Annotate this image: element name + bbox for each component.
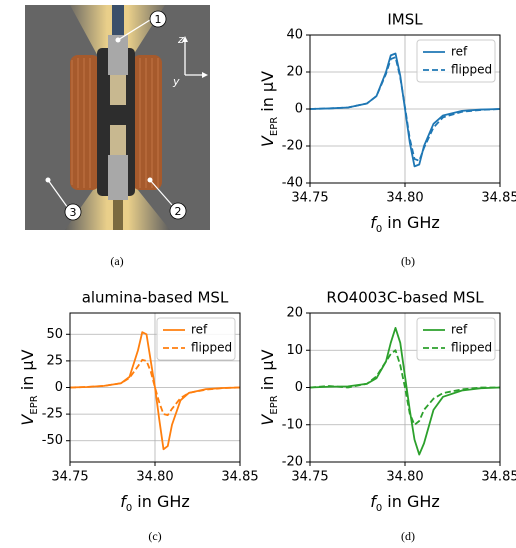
legend-label: flipped: [191, 341, 232, 355]
y-label-part: in µV: [258, 349, 277, 395]
y-tick-label: -10: [282, 417, 303, 432]
axis-label: y: [172, 75, 180, 88]
legend-label: ref: [191, 323, 208, 337]
y-label-part: V: [258, 135, 277, 147]
y-label-part: EPR: [269, 395, 280, 414]
x-label-part: f: [370, 213, 378, 232]
axes: RO4003C-based MSL -20 -10 0 10 20 34.75 34.80 34…: [258, 289, 516, 514]
y-tick-label: -20: [282, 455, 303, 470]
plot-frame: [69, 312, 241, 463]
y-label-part: in µV: [18, 349, 37, 395]
legend-box: [416, 39, 496, 83]
x-label-part: in GHz: [132, 492, 190, 511]
x-label-part: f: [370, 492, 378, 511]
y-tick-label: 20: [286, 306, 303, 321]
y-axis-label: VEPR in µV: [258, 71, 280, 147]
x-tick-label: 34.80: [386, 191, 423, 206]
x-tick-label: 34.85: [481, 470, 516, 485]
y-axis-label: VEPR in µV: [18, 349, 40, 425]
x-tick-label: 34.75: [291, 191, 328, 206]
legend-label: flipped: [451, 63, 492, 77]
y-tick-label: -25: [42, 407, 63, 422]
y-label-part: V: [258, 414, 277, 426]
x-axis-label: f0 in GHz: [370, 213, 440, 235]
x-axis-label: f0 in GHz: [370, 492, 440, 514]
x-label-part: in GHz: [382, 213, 440, 232]
caption: (d): [401, 529, 415, 543]
axis-label: z: [177, 33, 184, 46]
photo: z y 1 2 3: [25, 5, 210, 230]
y-tick-label: 10: [286, 343, 303, 358]
y-tick-label: 40: [286, 28, 303, 43]
x-tick-label: 34.85: [221, 470, 258, 485]
x-axis-label: f0 in GHz: [120, 492, 190, 514]
x-tick-label: 34.85: [481, 191, 516, 206]
data-line: [309, 56, 501, 162]
y-label-part: EPR: [269, 117, 280, 136]
y-tick-label: -20: [282, 139, 303, 154]
y-axis-label: VEPR in µV: [258, 349, 280, 425]
caption: (a): [110, 254, 123, 268]
legend-label: flipped: [451, 341, 492, 355]
y-label-part: in µV: [258, 71, 277, 117]
y-tick-label: 0: [295, 102, 303, 117]
legend-label: ref: [451, 45, 468, 59]
data-line: [69, 331, 241, 451]
plot-frame: [309, 34, 501, 184]
legend-label: ref: [451, 323, 468, 337]
x-tick-label: 34.80: [136, 470, 173, 485]
y-label-part: V: [18, 414, 37, 426]
legend-box: [416, 317, 496, 361]
x-label-part: f: [120, 492, 128, 511]
data-line: [309, 349, 500, 426]
y-tick-label: 25: [46, 353, 63, 368]
y-tick-label: -40: [282, 176, 303, 191]
axes: IMSL -40 -20 0 20 40 34.75 34.80 34.85 ref flipped…: [258, 11, 516, 235]
x-label-part: in GHz: [382, 492, 440, 511]
photo-label: 1: [155, 13, 162, 26]
y-tick-label: -50: [42, 433, 63, 448]
photo-label: 3: [70, 206, 77, 219]
x-tick-label: 34.75: [291, 470, 328, 485]
y-tick-label: 50: [46, 327, 63, 342]
caption: (c): [148, 529, 161, 543]
y-label-part: EPR: [29, 395, 40, 414]
x-tick-label: 34.80: [386, 470, 423, 485]
chart-title: IMSL: [387, 11, 423, 29]
chart-title: RO4003C-based MSL: [326, 289, 484, 307]
plot-frame: [309, 312, 501, 463]
y-tick-label: 20: [286, 65, 303, 80]
x-label-part: 0: [126, 503, 132, 514]
legend-box: [156, 317, 236, 361]
x-tick-label: 34.75: [51, 470, 88, 485]
y-tick-label: 0: [55, 380, 63, 395]
x-label-part: 0: [376, 224, 382, 235]
chart-title: alumina-based MSL: [82, 289, 229, 307]
photo-label: 2: [175, 205, 182, 218]
y-tick-label: 0: [295, 380, 303, 395]
x-label-part: 0: [376, 503, 382, 514]
caption: (b): [401, 254, 415, 268]
axes: alumina-based MSL -50 -25 0 25 50 34.75 34.80 34…: [18, 289, 259, 514]
